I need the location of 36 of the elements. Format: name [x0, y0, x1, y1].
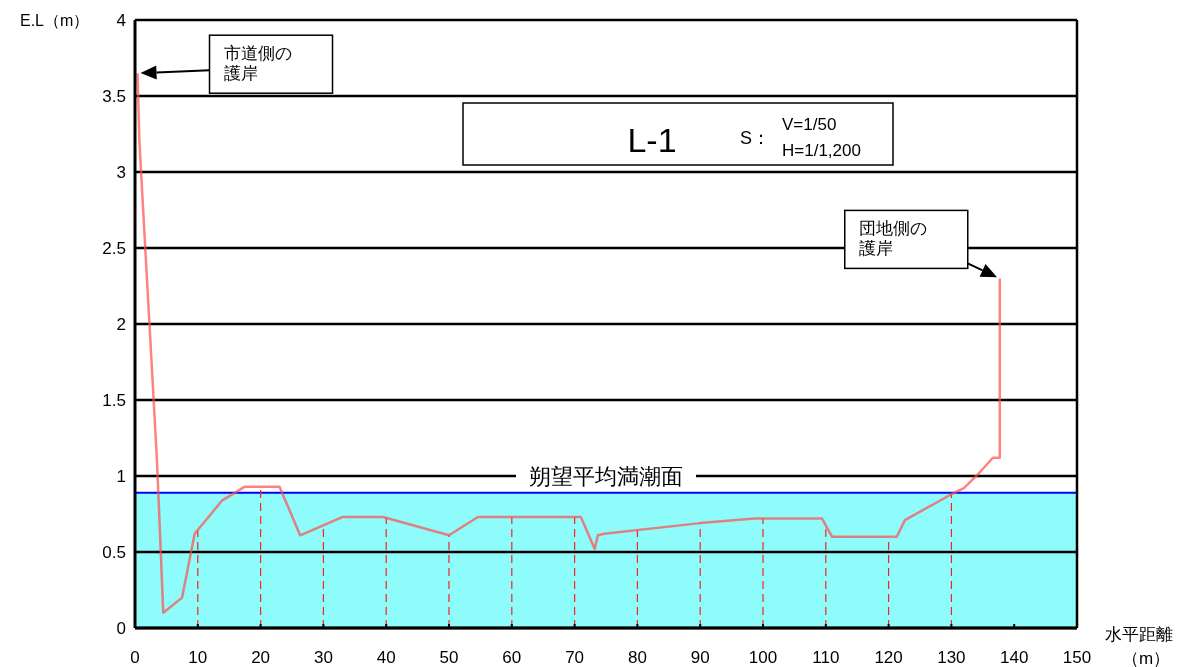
x-tick-label: 30 — [313, 648, 333, 667]
x-tick-label: 50 — [439, 648, 459, 667]
x-tick-label: 120 — [874, 648, 903, 667]
annotation: 市道側の護岸 — [223, 44, 292, 84]
y-tick-label: 1 — [116, 467, 126, 486]
x-tick-label: 90 — [690, 648, 710, 667]
x-tick-label: 20 — [251, 648, 271, 667]
y-tick-label: 3 — [116, 163, 126, 182]
y-tick-label: 0 — [116, 619, 126, 638]
y-tick-label: 1.5 — [102, 391, 126, 410]
annotation: 団地側の護岸 — [858, 219, 927, 259]
x-tick-label: 0 — [130, 648, 140, 667]
y-tick-label: 2 — [116, 315, 126, 334]
x-tick-label: 110 — [812, 648, 840, 667]
x-tick-label: 150 — [1062, 648, 1092, 667]
y-tick-label: 3.5 — [102, 87, 126, 106]
annotation: L-1 — [627, 121, 677, 159]
y-axis-title: E.L（m） — [20, 12, 90, 29]
x-axis-title: 水平距離（m） — [1105, 625, 1173, 667]
y-tick-label: 0.5 — [102, 543, 126, 562]
y-tick-label: 2.5 — [102, 239, 126, 258]
x-tick-label: 100 — [748, 648, 778, 667]
x-tick-label: 140 — [1000, 648, 1029, 667]
y-tick-label: 4 — [116, 11, 126, 30]
annotation: S： — [740, 128, 771, 148]
x-tick-label: 80 — [627, 648, 647, 667]
ref-line-label: 朔望平均満潮面 — [529, 463, 683, 489]
callout: 団地側の護岸 — [844, 209, 998, 278]
annotation: V=1/50 — [782, 115, 837, 134]
x-tick-label: 10 — [188, 648, 208, 667]
x-tick-label: 70 — [565, 648, 585, 667]
x-tick-label: 40 — [376, 648, 396, 667]
x-tick-label: 130 — [937, 648, 966, 667]
x-tick-label: 60 — [502, 648, 522, 667]
callout: 市道側の護岸 — [140, 34, 334, 94]
annotation: H=1/1,200 — [782, 141, 861, 160]
